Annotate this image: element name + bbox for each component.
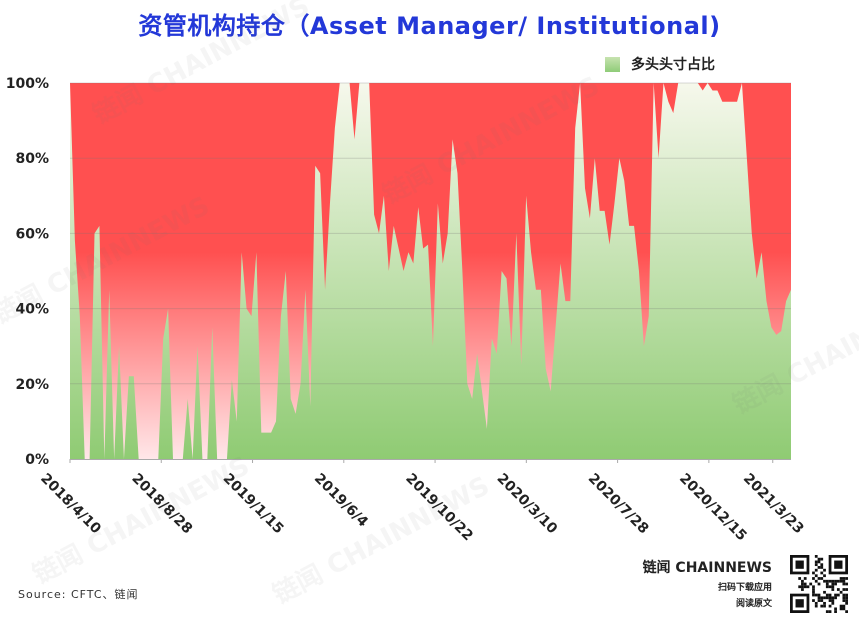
y-tick-label: 100% bbox=[6, 76, 49, 92]
x-tick-label: 2020/3/10 bbox=[494, 471, 561, 538]
x-tick-label: 2019/1/15 bbox=[220, 471, 287, 538]
brand-block: 链闻 CHAINNEWS 扫码下载应用 阅读原文 bbox=[643, 557, 772, 609]
legend-swatch bbox=[605, 56, 620, 72]
legend: 多头头寸占比 bbox=[605, 54, 715, 74]
x-tick-label: 2021/3/23 bbox=[740, 471, 807, 538]
y-tick-label: 40% bbox=[15, 302, 49, 318]
x-tick-label: 2020/7/28 bbox=[585, 471, 652, 538]
x-tick-label: 2018/4/10 bbox=[37, 471, 104, 538]
source-note: Source: CFTC、链闻 bbox=[18, 588, 139, 601]
legend-label: 多头头寸占比 bbox=[631, 57, 715, 73]
x-tick-label: 2020/12/15 bbox=[676, 471, 750, 545]
chart-title: 资管机构持仓（Asset Manager/ Institutional) bbox=[138, 12, 721, 40]
brand-read-text: 阅读原文 bbox=[735, 599, 772, 609]
grid-layer bbox=[70, 82, 791, 385]
y-tick-label: 60% bbox=[15, 226, 49, 242]
brand-download-text: 扫码下载应用 bbox=[717, 583, 772, 593]
x-tick-label: 2019/10/22 bbox=[402, 471, 476, 545]
y-tick-label: 0% bbox=[25, 452, 49, 468]
y-tick-label: 80% bbox=[15, 151, 49, 167]
qr-code-icon[interactable] bbox=[790, 555, 848, 613]
long-position-area bbox=[70, 83, 791, 459]
x-tick-label: 2019/6/4 bbox=[311, 471, 371, 531]
x-tick-label: 2018/8/28 bbox=[128, 471, 195, 538]
brand-name: 链闻 CHAINNEWS bbox=[642, 560, 772, 576]
long-area-layer bbox=[70, 83, 791, 459]
y-tick-label: 20% bbox=[15, 377, 49, 393]
